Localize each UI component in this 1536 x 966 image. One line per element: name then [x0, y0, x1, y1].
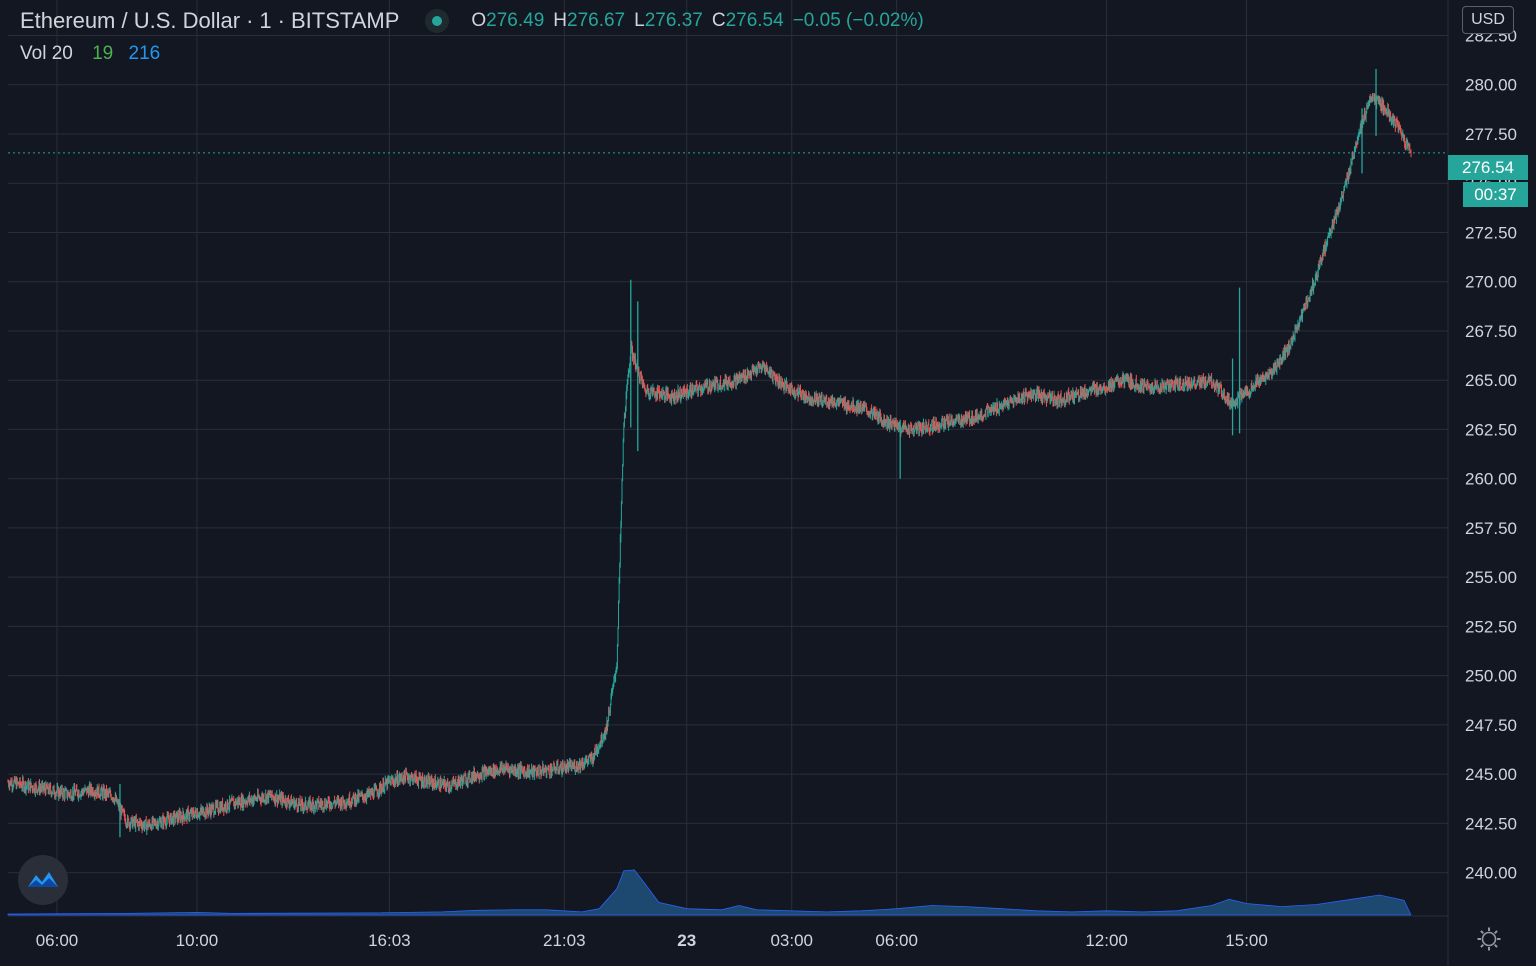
price-tick-label: 265.00	[1465, 371, 1517, 390]
price-tick-label: 270.00	[1465, 273, 1517, 292]
price-tick-label: 242.50	[1465, 814, 1517, 833]
time-tick-label: 15:00	[1225, 931, 1268, 950]
open-label: O	[471, 10, 487, 31]
time-tick-label: 12:00	[1085, 931, 1128, 950]
settings-gear-icon[interactable]	[1476, 926, 1502, 952]
change-value: −0.05 (−0.02%)	[792, 10, 924, 31]
separator: ·	[246, 8, 254, 33]
time-tick-label: 06:00	[36, 931, 79, 950]
live-dot-icon	[425, 9, 450, 33]
chart-grid	[8, 0, 1448, 916]
price-tick-label: 267.50	[1465, 322, 1517, 341]
volume-label: Vol 20	[20, 43, 73, 64]
close-label: C	[711, 10, 726, 31]
low-value: 276.37	[644, 10, 703, 31]
time-axis: 06:00 10:00 16:03 21:03 23 03:00 06:00 12:00 15:…	[36, 931, 1268, 950]
tradingview-logo-icon[interactable]	[18, 855, 68, 905]
symbol-name[interactable]: Ethereum / U.S. Dollar	[20, 8, 241, 33]
ohlc-legend: O 276.49 H 276.67 L 276.37 C 276.54 −0.0…	[471, 10, 923, 32]
price-tick-label: 245.00	[1465, 765, 1517, 784]
price-tick-label: 280.00	[1465, 76, 1517, 95]
volume-value-green: 19	[92, 43, 114, 64]
price-tick-label: 252.50	[1465, 617, 1517, 636]
volume-value-blue: 216	[128, 43, 161, 64]
high-value: 276.67	[567, 10, 626, 31]
time-tick-label: 16:03	[368, 931, 411, 950]
separator: ·	[277, 8, 285, 33]
time-tick-label: 03:00	[770, 931, 813, 950]
close-value: 276.54	[725, 10, 784, 31]
price-tick-label: 272.50	[1465, 223, 1517, 242]
price-tick-label: 250.00	[1465, 667, 1517, 686]
price-tick-label: 262.50	[1465, 420, 1517, 439]
price-tick-label: 257.50	[1465, 519, 1517, 538]
candlestick-series	[7, 68, 1412, 838]
price-tick-label: 255.00	[1465, 568, 1517, 587]
open-value: 276.49	[486, 10, 545, 31]
time-tick-label: 23	[677, 931, 696, 950]
volume-area	[7, 869, 1412, 916]
last-price-tag: 276.54	[1448, 155, 1528, 180]
volume-legend[interactable]: Vol 20 19 216	[20, 43, 160, 65]
time-tick-label: 10:00	[176, 931, 219, 950]
volume-series	[7, 869, 1412, 916]
exchange-label: BITSTAMP	[290, 8, 400, 33]
price-tick-label: 260.00	[1465, 470, 1517, 489]
time-tick-label: 21:03	[543, 931, 586, 950]
price-tick-label: 240.00	[1465, 864, 1517, 883]
interval-label[interactable]: 1	[259, 8, 272, 33]
symbol-header[interactable]: Ethereum / U.S. Dollar · 1 · BITSTAMP O …	[20, 6, 924, 36]
countdown-tag: 00:37	[1463, 182, 1528, 207]
time-tick-label: 06:00	[875, 931, 918, 950]
high-label: H	[553, 10, 568, 31]
price-tick-label: 247.50	[1465, 716, 1517, 735]
currency-button[interactable]: USD	[1462, 6, 1514, 34]
price-tick-label: 277.50	[1465, 125, 1517, 144]
low-label: L	[634, 10, 645, 31]
